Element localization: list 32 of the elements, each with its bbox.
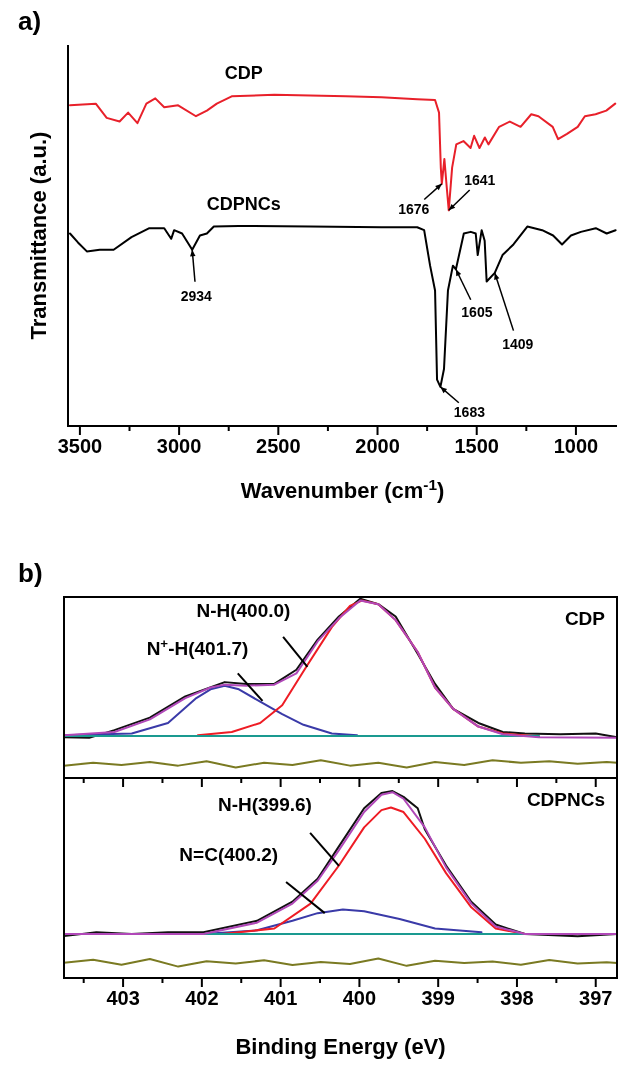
x-tick-label: 401 [263,987,298,1009]
x-tick-label: 2500 [256,435,301,457]
x-axis-title: Binding Energy (eV) [235,1034,446,1059]
chart-title: a) [18,6,42,36]
annotation: 1683 [453,403,486,420]
x-tick-label: 2000 [355,435,400,457]
chart-title: b) [18,558,43,588]
x-tick-label: 3500 [57,435,103,457]
annotation: N=C(400.2) [179,844,279,866]
x-tick-label: 399 [421,987,455,1009]
x-axis-title: Wavenumber (cm$^{-1}$) [240,475,445,503]
annotation: 1605 [461,304,493,321]
annotation: N-H(399.6) [217,793,312,815]
annotation: N$^{+}$-H(401.7) [146,635,249,659]
annotation: 1676 [398,200,430,217]
series-label: CDPNCs [206,193,281,214]
series-label: CDP [224,62,263,83]
x-tick-label: 402 [185,987,219,1009]
text: CDP [564,608,606,629]
annotation: 1641 [464,172,496,189]
annotation: 1409 [502,335,534,352]
x-tick-label: 403 [106,987,140,1009]
annotation: N-H(400.0) [196,599,291,621]
x-tick-label: 1500 [454,435,499,457]
x-tick-label: 397 [579,987,613,1009]
x-tick-label: 1000 [553,435,599,457]
x-tick-label: 3000 [156,435,202,457]
x-tick-label: 400 [342,987,377,1009]
x-tick-label: 398 [500,987,534,1009]
y-axis-title: Transmittance (a.u.) [26,131,51,340]
annotation: 2934 [180,287,212,304]
chart-subtitle: CDPNCs [526,789,605,810]
